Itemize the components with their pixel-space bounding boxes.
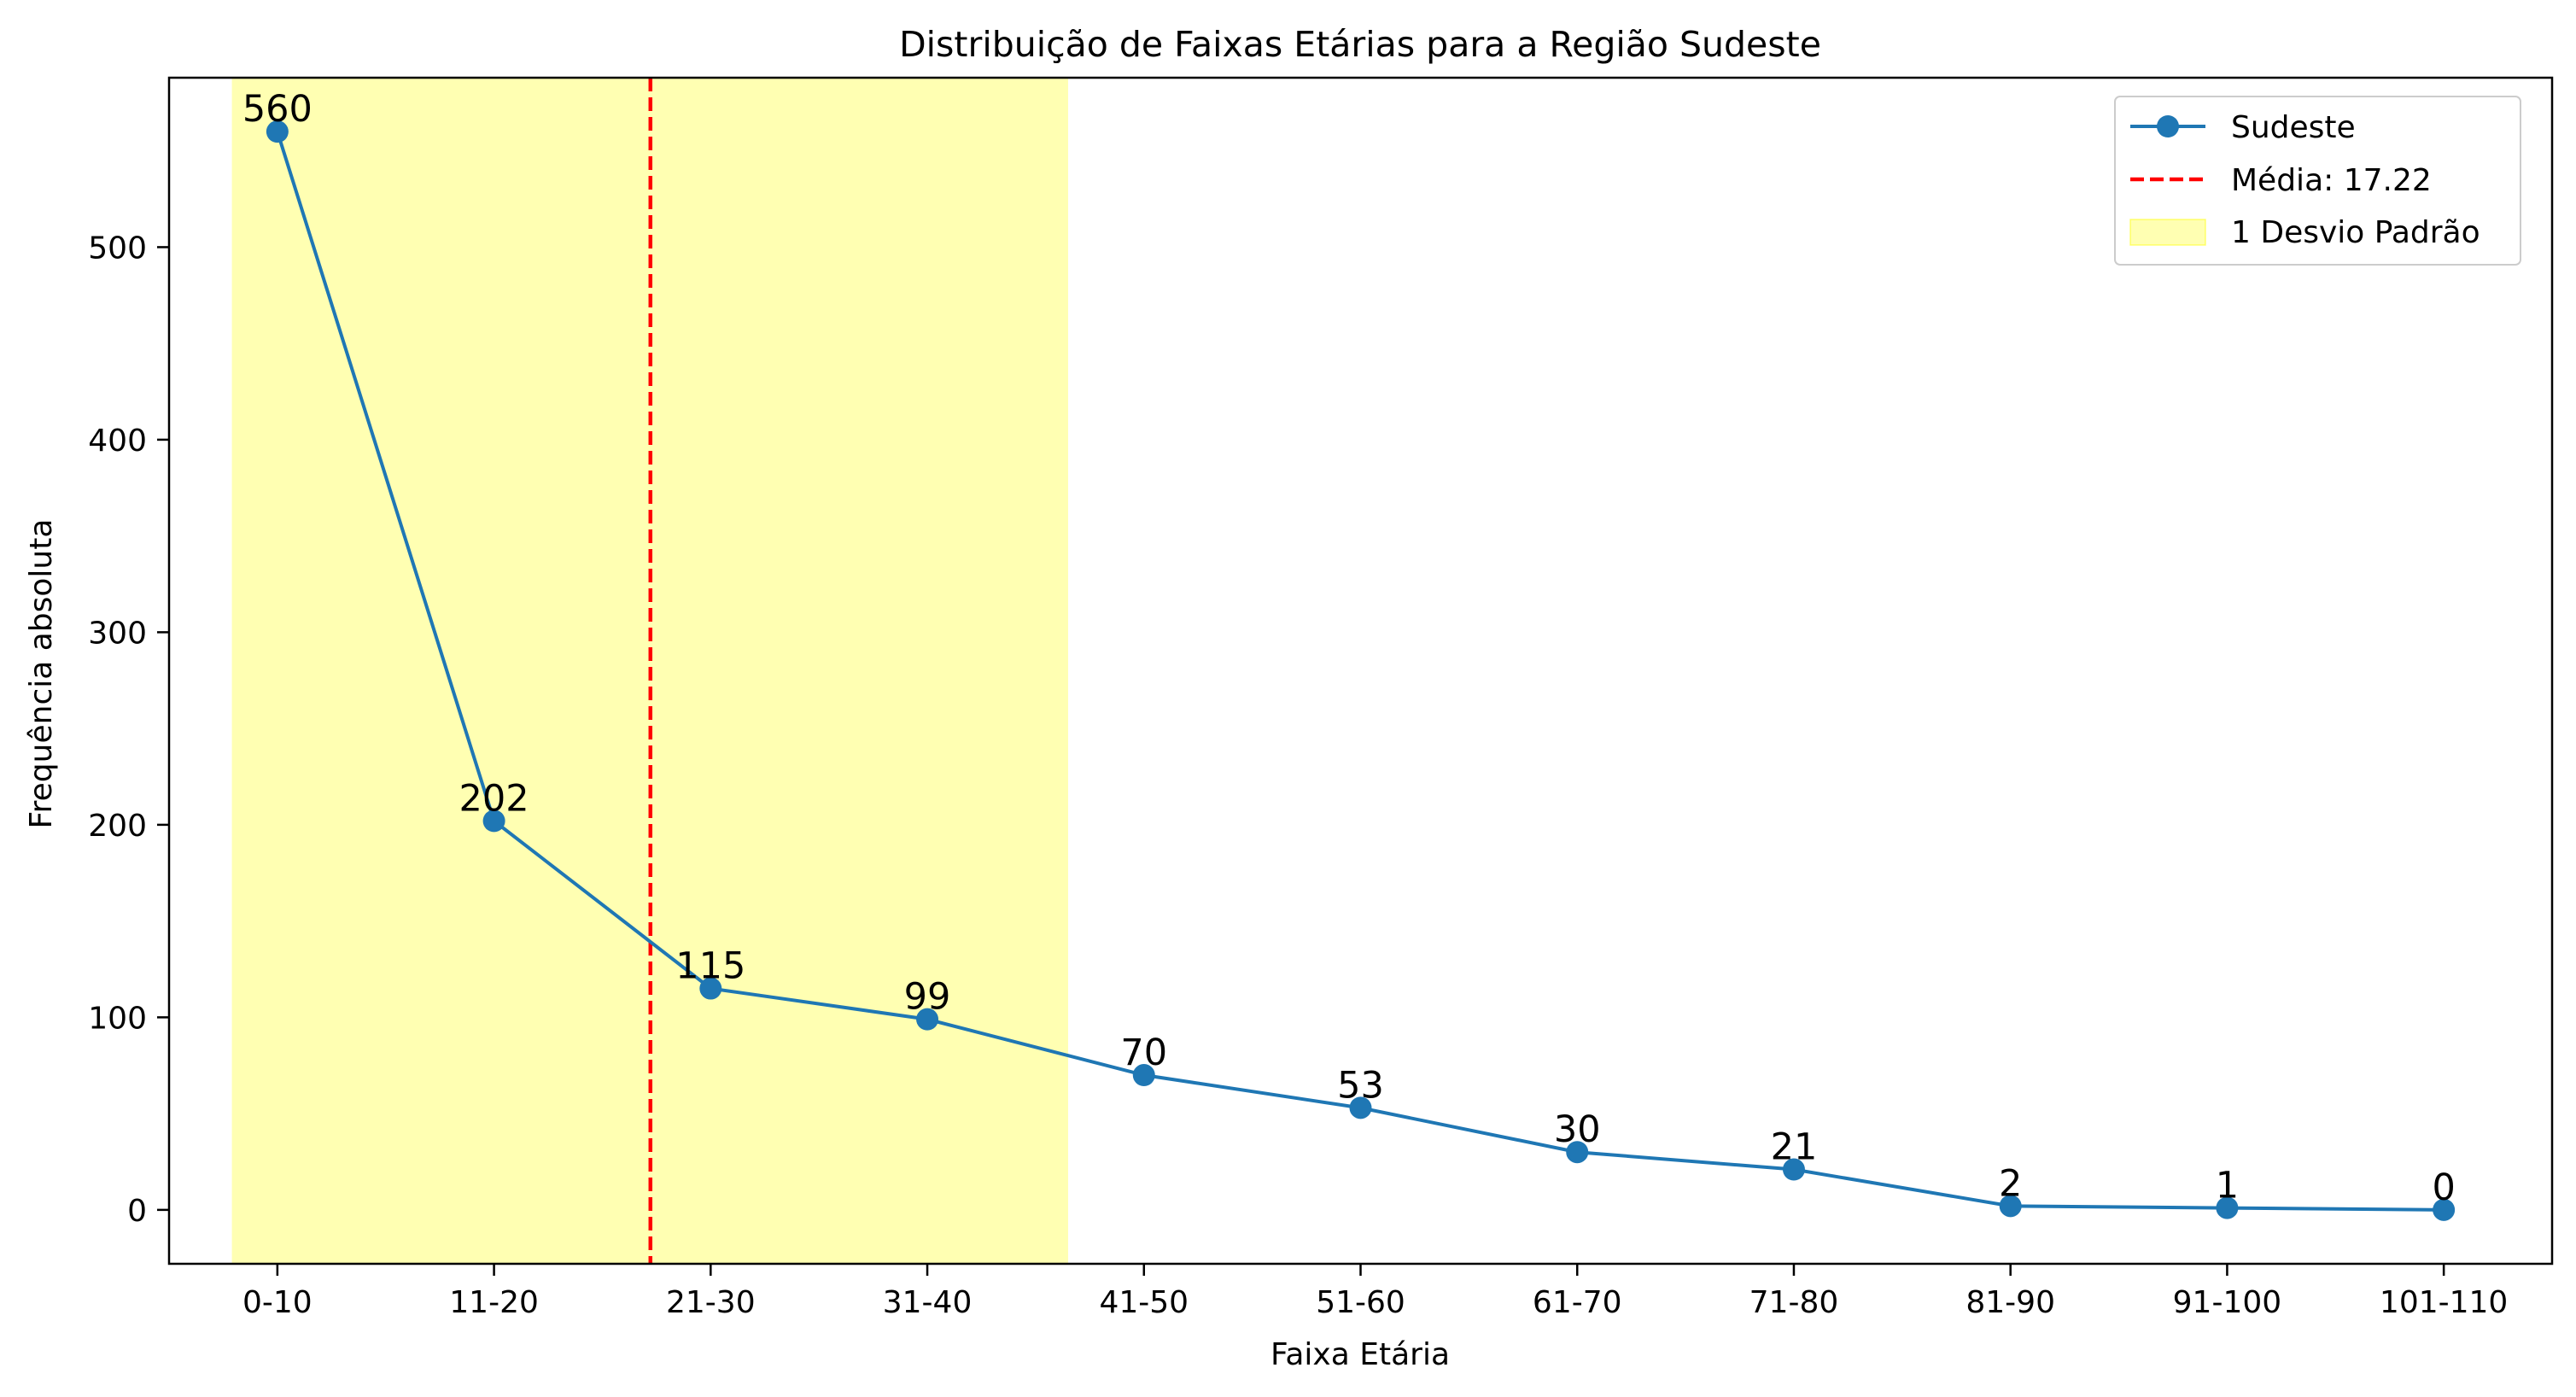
data-label-0-10: 560: [242, 88, 313, 131]
legend-marker-sudeste: [2157, 115, 2179, 137]
y-tick-label-400: 400: [88, 424, 147, 459]
data-point-101-110: [2433, 1198, 2456, 1221]
y-tick-label-500: 500: [88, 231, 147, 266]
x-tick-label-81-90: 81-90: [1966, 1285, 2055, 1320]
x-tick-label-31-40: 31-40: [883, 1285, 973, 1320]
data-label-31-40: 99: [904, 976, 951, 1019]
data-point-11-20: [482, 810, 505, 833]
x-tick-label-41-50: 41-50: [1099, 1285, 1189, 1320]
x-tick-label-91-100: 91-100: [2173, 1285, 2282, 1320]
data-label-41-50: 70: [1120, 1032, 1167, 1074]
data-label-51-60: 53: [1337, 1064, 1384, 1107]
x-tick-label-61-70: 61-70: [1533, 1285, 1622, 1320]
data-point-31-40: [916, 1008, 939, 1031]
legend-label-mean: Média: 17.22: [2231, 163, 2432, 198]
y-tick-label-300: 300: [88, 616, 147, 651]
y-axis-ticks: 0 100 200 300 400 500: [88, 231, 169, 1229]
chart-title: Distribuição de Faixas Etárias para a Re…: [899, 24, 1821, 65]
x-axis-label: Faixa Etária: [1270, 1337, 1450, 1372]
legend-label-sudeste: Sudeste: [2231, 110, 2356, 145]
legend-box: [2114, 96, 2521, 266]
data-point-41-50: [1132, 1064, 1155, 1087]
y-tick-label-200: 200: [88, 809, 147, 844]
x-tick-label-21-30: 21-30: [666, 1285, 756, 1320]
data-point-21-30: [699, 977, 722, 1000]
data-point-51-60: [1349, 1096, 1372, 1119]
x-tick-label-0-10: 0-10: [242, 1285, 313, 1320]
data-point-61-70: [1566, 1141, 1589, 1164]
x-tick-label-51-60: 51-60: [1316, 1285, 1405, 1320]
data-point-81-90: [1999, 1195, 2022, 1218]
legend-swatch-std: [2129, 219, 2206, 246]
x-tick-label-71-80: 71-80: [1749, 1285, 1839, 1320]
x-tick-label-101-110: 101-110: [2380, 1285, 2508, 1320]
y-axis-label: Frequência absoluta: [24, 519, 59, 829]
data-point-71-80: [1782, 1158, 1805, 1181]
legend: Sudeste Média: 17.22 1 Desvio Padrão: [2114, 96, 2521, 266]
data-point-0-10: [266, 120, 289, 143]
data-label-101-110: 0: [2432, 1166, 2455, 1209]
data-label-11-20: 202: [459, 777, 529, 820]
data-points: [266, 120, 2456, 1221]
y-tick-label-0: 0: [127, 1194, 147, 1229]
x-tick-label-11-20: 11-20: [449, 1285, 539, 1320]
data-label-21-30: 115: [675, 945, 745, 988]
y-tick-label-100: 100: [88, 1001, 147, 1036]
legend-label-std: 1 Desvio Padrão: [2231, 215, 2480, 250]
data-label-61-70: 30: [1554, 1108, 1601, 1151]
data-label-91-100: 1: [2216, 1165, 2239, 1207]
data-point-91-100: [2216, 1196, 2239, 1219]
data-label-81-90: 2: [1999, 1162, 2022, 1205]
data-label-71-80: 21: [1771, 1126, 1818, 1169]
x-axis-ticks: 0-10 11-20 21-30 31-40 41-50 51-60 61-70 71-80 8…: [242, 1264, 2508, 1320]
